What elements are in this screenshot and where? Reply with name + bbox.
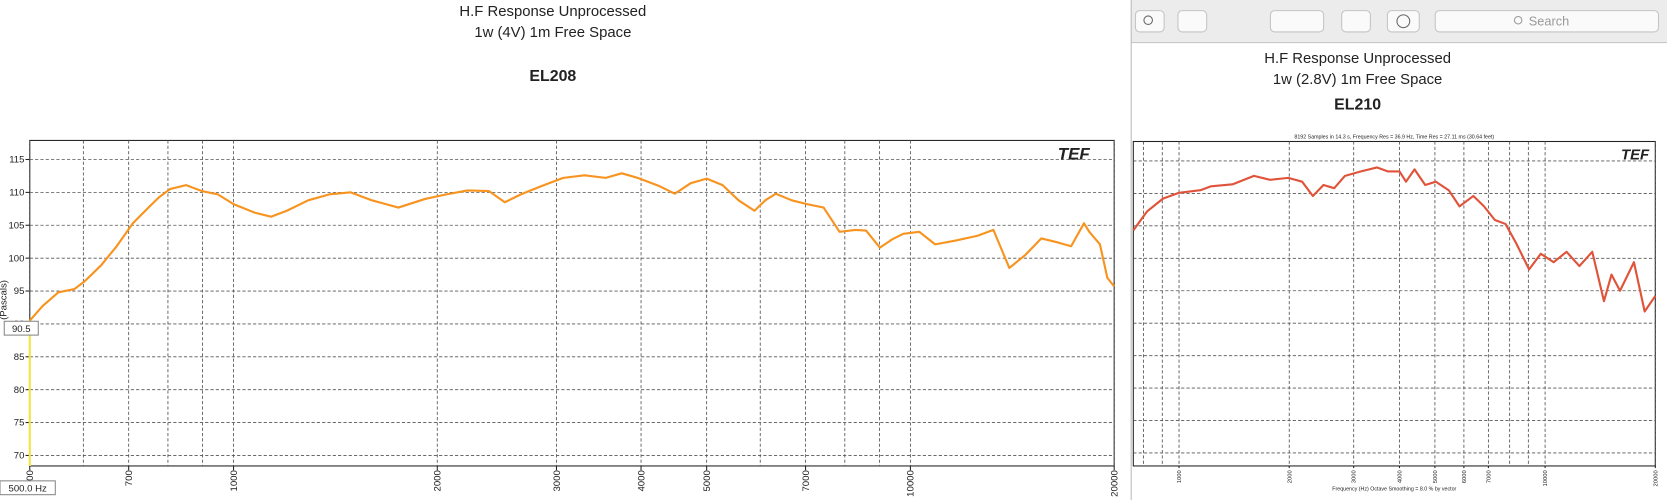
x-tick-label: 5000	[702, 470, 713, 491]
chart-title: H.F Response Unprocessed	[1264, 51, 1451, 67]
share-button[interactable]	[1177, 10, 1208, 33]
zoom-button[interactable]	[1134, 10, 1165, 33]
y-tick-label: 95	[14, 286, 25, 297]
x-tick-label: 4000	[636, 470, 647, 491]
y-tick-label: 100	[8, 253, 24, 264]
rotate-button[interactable]	[1341, 10, 1371, 33]
x-tick-label: 3000	[552, 470, 563, 491]
chart-title: 1w (2.8V) 1m Free Space	[1273, 72, 1442, 88]
y-axis-label: (Pascals)	[0, 280, 9, 320]
y-tick-label: 80	[14, 385, 25, 396]
y-tick-label: 70	[14, 451, 25, 462]
annotate-button[interactable]	[1386, 10, 1420, 33]
chart-title: EL208	[529, 68, 576, 85]
x-tick-label: 3000	[1352, 469, 1358, 483]
zoom-icon	[1143, 15, 1153, 25]
annotate-icon	[1396, 14, 1411, 29]
cursor-y-box	[3, 320, 39, 336]
cursor-y-readout: 90.5	[12, 324, 31, 335]
y-tick-label: 85	[14, 352, 25, 363]
x-tick-label: 2000	[433, 470, 444, 491]
x-tick-label: 20000	[1653, 469, 1659, 486]
logo: TEF	[1058, 145, 1091, 164]
y-tick-label: 110	[9, 188, 24, 199]
chart-title: 1w (4V) 1m Free Space	[474, 25, 631, 41]
plot-area	[1132, 140, 1656, 467]
x-tick-label: 10000	[906, 470, 917, 497]
x-tick-label: 4000	[1397, 469, 1403, 483]
x-tick-label: 7000	[801, 470, 812, 491]
cursor-x-readout: 500.0 Hz	[9, 483, 47, 494]
y-tick-label: 105	[8, 220, 24, 231]
x-tick-label: 1000	[229, 470, 240, 491]
response-curve	[28, 172, 1115, 322]
search-field[interactable]	[1434, 10, 1660, 33]
x-tick-label: 5000	[1433, 469, 1439, 483]
chart-title: EL210	[1334, 97, 1381, 114]
x-tick-label: 700	[124, 470, 135, 486]
chart-title: H.F Response Unprocessed	[459, 4, 646, 20]
x-tick-label: 7000	[1486, 469, 1492, 483]
x-tick-label: 6000	[1462, 469, 1468, 483]
x-tick-label: 10000	[1543, 469, 1549, 486]
response-curve	[1132, 166, 1657, 313]
markup-button[interactable]	[1269, 10, 1325, 33]
x-tick-label: 1000	[1177, 469, 1183, 483]
y-tick-label: 115	[9, 155, 24, 166]
logo: TEF	[1621, 148, 1650, 164]
cursor-x-box	[0, 480, 56, 496]
x-axis-label: Frequency (Hz) Octave Smoothing = 8.0 % …	[1332, 486, 1456, 492]
chart-subtitle: 8192 Samples in 14.3 s, Frequency Res = …	[1294, 134, 1494, 140]
search-icon	[1513, 15, 1523, 25]
x-tick-label: 500	[25, 470, 36, 486]
plot-area	[29, 139, 1115, 467]
search-placeholder: Search	[1529, 14, 1569, 29]
x-tick-label: 2000	[1287, 469, 1293, 483]
y-tick-label: 75	[14, 418, 25, 429]
x-tick-label: 20000	[1110, 470, 1121, 497]
